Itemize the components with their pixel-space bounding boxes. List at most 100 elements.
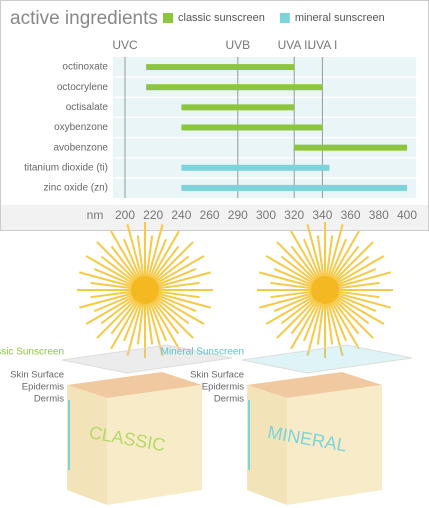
sun-ray xyxy=(334,295,385,325)
sun xyxy=(131,276,159,304)
sun-ray xyxy=(273,268,315,287)
layer-label: Epidermis xyxy=(22,382,64,393)
sun-ray xyxy=(145,301,154,345)
sun-ray xyxy=(123,300,142,342)
skin-front xyxy=(247,385,287,505)
sun-ray xyxy=(110,299,140,350)
sun-ray xyxy=(93,268,135,287)
sun-ray xyxy=(153,296,190,325)
axis-band xyxy=(1,205,428,230)
category-label: avobenzone xyxy=(54,142,109,153)
sun-ray xyxy=(330,230,360,281)
sun-ray xyxy=(136,235,145,279)
sun-ray xyxy=(93,293,135,312)
sun-ray xyxy=(148,300,167,342)
sun-ray xyxy=(155,293,197,312)
sun-ray xyxy=(290,299,320,350)
band-label: UVA II xyxy=(278,38,311,52)
screen-layer xyxy=(61,344,233,374)
sun-ray xyxy=(328,238,347,280)
sun-ray xyxy=(336,281,380,290)
sun-ray xyxy=(259,292,314,309)
sun-ray xyxy=(100,255,137,284)
sun-ray xyxy=(333,296,370,325)
sun-ray xyxy=(273,293,315,312)
sun-ray xyxy=(126,224,143,279)
layer-label: Epidermis xyxy=(202,382,244,393)
sun-ray xyxy=(152,241,194,283)
x-tick-label: 240 xyxy=(171,208,191,222)
sun-ray xyxy=(150,230,180,281)
sun-ray xyxy=(96,241,138,283)
skin-front xyxy=(67,385,107,505)
category-label: octocrylene xyxy=(57,82,109,93)
bar xyxy=(181,104,295,111)
band-label: UVA I xyxy=(308,38,338,52)
sun-ray xyxy=(152,297,194,339)
sun-ray xyxy=(303,238,322,280)
category-label: titanium dioxide (ti) xyxy=(24,162,108,173)
sun-ray xyxy=(334,255,385,285)
x-tick-label: 380 xyxy=(369,208,389,222)
sun-ray xyxy=(331,245,360,282)
sun-ray xyxy=(325,235,334,279)
sun-ray xyxy=(156,292,211,309)
sun-ray xyxy=(85,295,136,325)
sun-ray xyxy=(336,271,391,288)
sun-ray xyxy=(79,271,134,288)
x-tick-label: 200 xyxy=(115,208,135,222)
sun-ray xyxy=(156,290,200,299)
bar xyxy=(181,164,330,171)
sun-ray xyxy=(328,300,347,342)
sun-ray xyxy=(327,301,344,356)
sun-ray xyxy=(306,224,323,279)
sun-ray xyxy=(290,230,320,281)
sun-ray xyxy=(331,298,360,335)
sun-ray xyxy=(335,268,377,287)
sun-ray xyxy=(154,255,205,285)
sun-ray xyxy=(148,238,167,280)
layer-label: Skin Surface xyxy=(10,370,64,381)
sun-ray xyxy=(90,290,134,299)
sun-ray xyxy=(150,299,180,350)
band-label: UVC xyxy=(112,38,138,52)
sun-ray xyxy=(156,281,200,290)
x-tick-label: 340 xyxy=(312,208,332,222)
screen-layer xyxy=(241,344,413,374)
skin-side xyxy=(287,385,382,505)
sun-ray xyxy=(333,255,370,284)
sun-ray xyxy=(327,224,344,279)
sun-ray xyxy=(325,301,334,345)
sun-ray xyxy=(270,290,314,299)
chart-title: active ingredients xyxy=(10,8,158,29)
sun-ray xyxy=(136,301,145,345)
bar xyxy=(146,64,295,71)
bar xyxy=(146,84,323,91)
sun-ray xyxy=(316,235,325,279)
sun-ray xyxy=(280,296,317,325)
sun-ray xyxy=(336,290,380,299)
sun-ray xyxy=(153,255,190,284)
sun-ray xyxy=(151,245,180,282)
sun-ray xyxy=(154,295,205,325)
sun-ray xyxy=(290,298,319,335)
sun-ray xyxy=(265,255,316,285)
x-tick-label: 290 xyxy=(228,208,248,222)
skin-top xyxy=(247,372,382,398)
sun-ray xyxy=(280,255,317,284)
sun-ray xyxy=(270,281,314,290)
bar xyxy=(181,184,407,191)
sun-ray xyxy=(110,245,139,282)
x-tick-label: 300 xyxy=(256,208,276,222)
bar xyxy=(181,124,323,131)
legend-label: classic sunscreen xyxy=(178,12,265,24)
sun-ray xyxy=(155,268,197,287)
x-tick-label: 260 xyxy=(200,208,220,222)
sun-ray xyxy=(96,297,138,339)
skin-side xyxy=(107,385,202,505)
sun-ray xyxy=(123,238,142,280)
sun-ray xyxy=(147,224,164,279)
sun xyxy=(311,276,339,304)
sun-ray xyxy=(110,298,139,335)
